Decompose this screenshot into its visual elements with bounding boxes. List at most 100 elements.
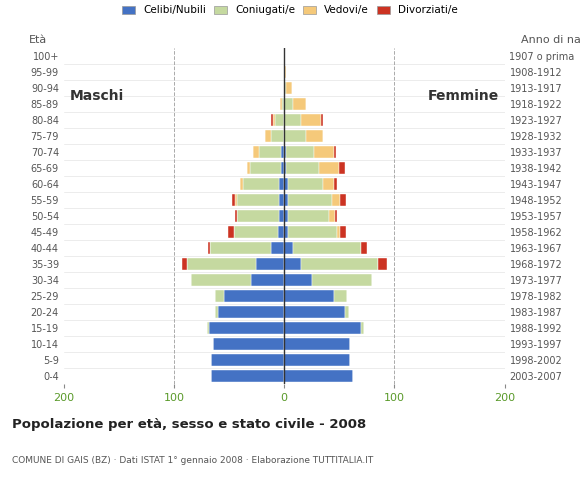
Bar xyxy=(284,178,288,191)
Bar xyxy=(207,322,209,335)
Bar xyxy=(284,210,288,222)
Bar xyxy=(301,114,321,126)
Bar xyxy=(284,258,301,270)
Bar xyxy=(182,258,187,270)
Bar xyxy=(251,274,284,287)
Text: Maschi: Maschi xyxy=(69,89,124,103)
Text: COMUNE DI GAIS (BZ) · Dati ISTAT 1° gennaio 2008 · Elaborazione TUTTITALIA.IT: COMUNE DI GAIS (BZ) · Dati ISTAT 1° genn… xyxy=(12,456,373,465)
Bar xyxy=(237,210,278,222)
Bar xyxy=(284,226,288,239)
Bar xyxy=(223,289,284,302)
Bar xyxy=(287,145,314,158)
Bar xyxy=(259,145,281,158)
Bar xyxy=(215,306,218,318)
Bar xyxy=(293,241,361,254)
Bar xyxy=(284,82,287,95)
Bar xyxy=(244,178,278,191)
Bar xyxy=(284,114,301,126)
Bar xyxy=(266,130,271,143)
Bar xyxy=(287,162,320,174)
Bar xyxy=(281,145,284,158)
Bar xyxy=(284,274,312,287)
Bar xyxy=(190,274,251,287)
Bar xyxy=(337,226,340,239)
Bar xyxy=(280,97,282,110)
Bar xyxy=(215,289,223,302)
Bar xyxy=(228,226,234,239)
Bar xyxy=(284,322,361,335)
Bar xyxy=(284,145,287,158)
Bar xyxy=(284,370,353,383)
Bar xyxy=(284,306,345,318)
Bar xyxy=(246,162,250,174)
Bar xyxy=(271,130,284,143)
Text: Anno di nascita: Anno di nascita xyxy=(521,35,580,45)
Bar xyxy=(312,274,372,287)
Legend: Celibi/Nubili, Coniugati/e, Vedovi/e, Divorziati/e: Celibi/Nubili, Coniugati/e, Vedovi/e, Di… xyxy=(122,5,458,15)
Bar xyxy=(334,145,336,158)
Bar xyxy=(250,162,281,174)
Bar xyxy=(335,210,337,222)
Bar xyxy=(332,193,340,206)
Bar xyxy=(284,241,293,254)
Bar xyxy=(288,178,322,191)
Bar xyxy=(339,162,345,174)
Bar xyxy=(334,178,337,191)
Bar xyxy=(208,241,211,254)
Bar xyxy=(276,114,284,126)
Bar xyxy=(321,114,322,126)
Text: Età: Età xyxy=(29,35,47,45)
Bar xyxy=(271,114,273,126)
Bar xyxy=(218,306,284,318)
Bar xyxy=(209,322,284,335)
Bar xyxy=(284,162,287,174)
Bar xyxy=(288,193,332,206)
Bar xyxy=(233,193,234,206)
Bar xyxy=(256,258,284,270)
Bar xyxy=(253,145,259,158)
Bar xyxy=(329,210,335,222)
Bar xyxy=(212,370,284,383)
Bar xyxy=(234,193,237,206)
Bar xyxy=(240,178,244,191)
Bar xyxy=(361,241,367,254)
Bar xyxy=(334,289,347,302)
Bar xyxy=(284,66,287,78)
Bar xyxy=(284,193,288,206)
Bar xyxy=(288,210,329,222)
Bar xyxy=(293,97,306,110)
Bar xyxy=(378,258,387,270)
Text: Popolazione per età, sesso e stato civile - 2008: Popolazione per età, sesso e stato civil… xyxy=(12,418,366,431)
Bar xyxy=(278,226,284,239)
Bar xyxy=(234,226,278,239)
Bar xyxy=(284,289,334,302)
Bar xyxy=(340,193,346,206)
Bar xyxy=(322,178,333,191)
Bar xyxy=(278,178,284,191)
Bar xyxy=(361,322,364,335)
Bar xyxy=(340,226,346,239)
Bar xyxy=(278,193,284,206)
Bar xyxy=(271,241,284,254)
Bar xyxy=(345,306,349,318)
Bar xyxy=(306,130,322,143)
Bar xyxy=(284,337,350,350)
Bar xyxy=(282,97,284,110)
Bar xyxy=(278,210,284,222)
Bar xyxy=(234,210,237,222)
Bar xyxy=(284,97,293,110)
Bar xyxy=(212,337,284,350)
Bar xyxy=(281,162,284,174)
Bar xyxy=(284,130,306,143)
Bar xyxy=(211,241,271,254)
Bar xyxy=(273,114,276,126)
Bar xyxy=(187,258,256,270)
Bar xyxy=(212,354,284,366)
Bar xyxy=(288,226,337,239)
Bar xyxy=(314,145,334,158)
Bar xyxy=(301,258,378,270)
Bar xyxy=(287,82,292,95)
Bar xyxy=(237,193,278,206)
Bar xyxy=(320,162,339,174)
Text: Femmine: Femmine xyxy=(428,89,499,103)
